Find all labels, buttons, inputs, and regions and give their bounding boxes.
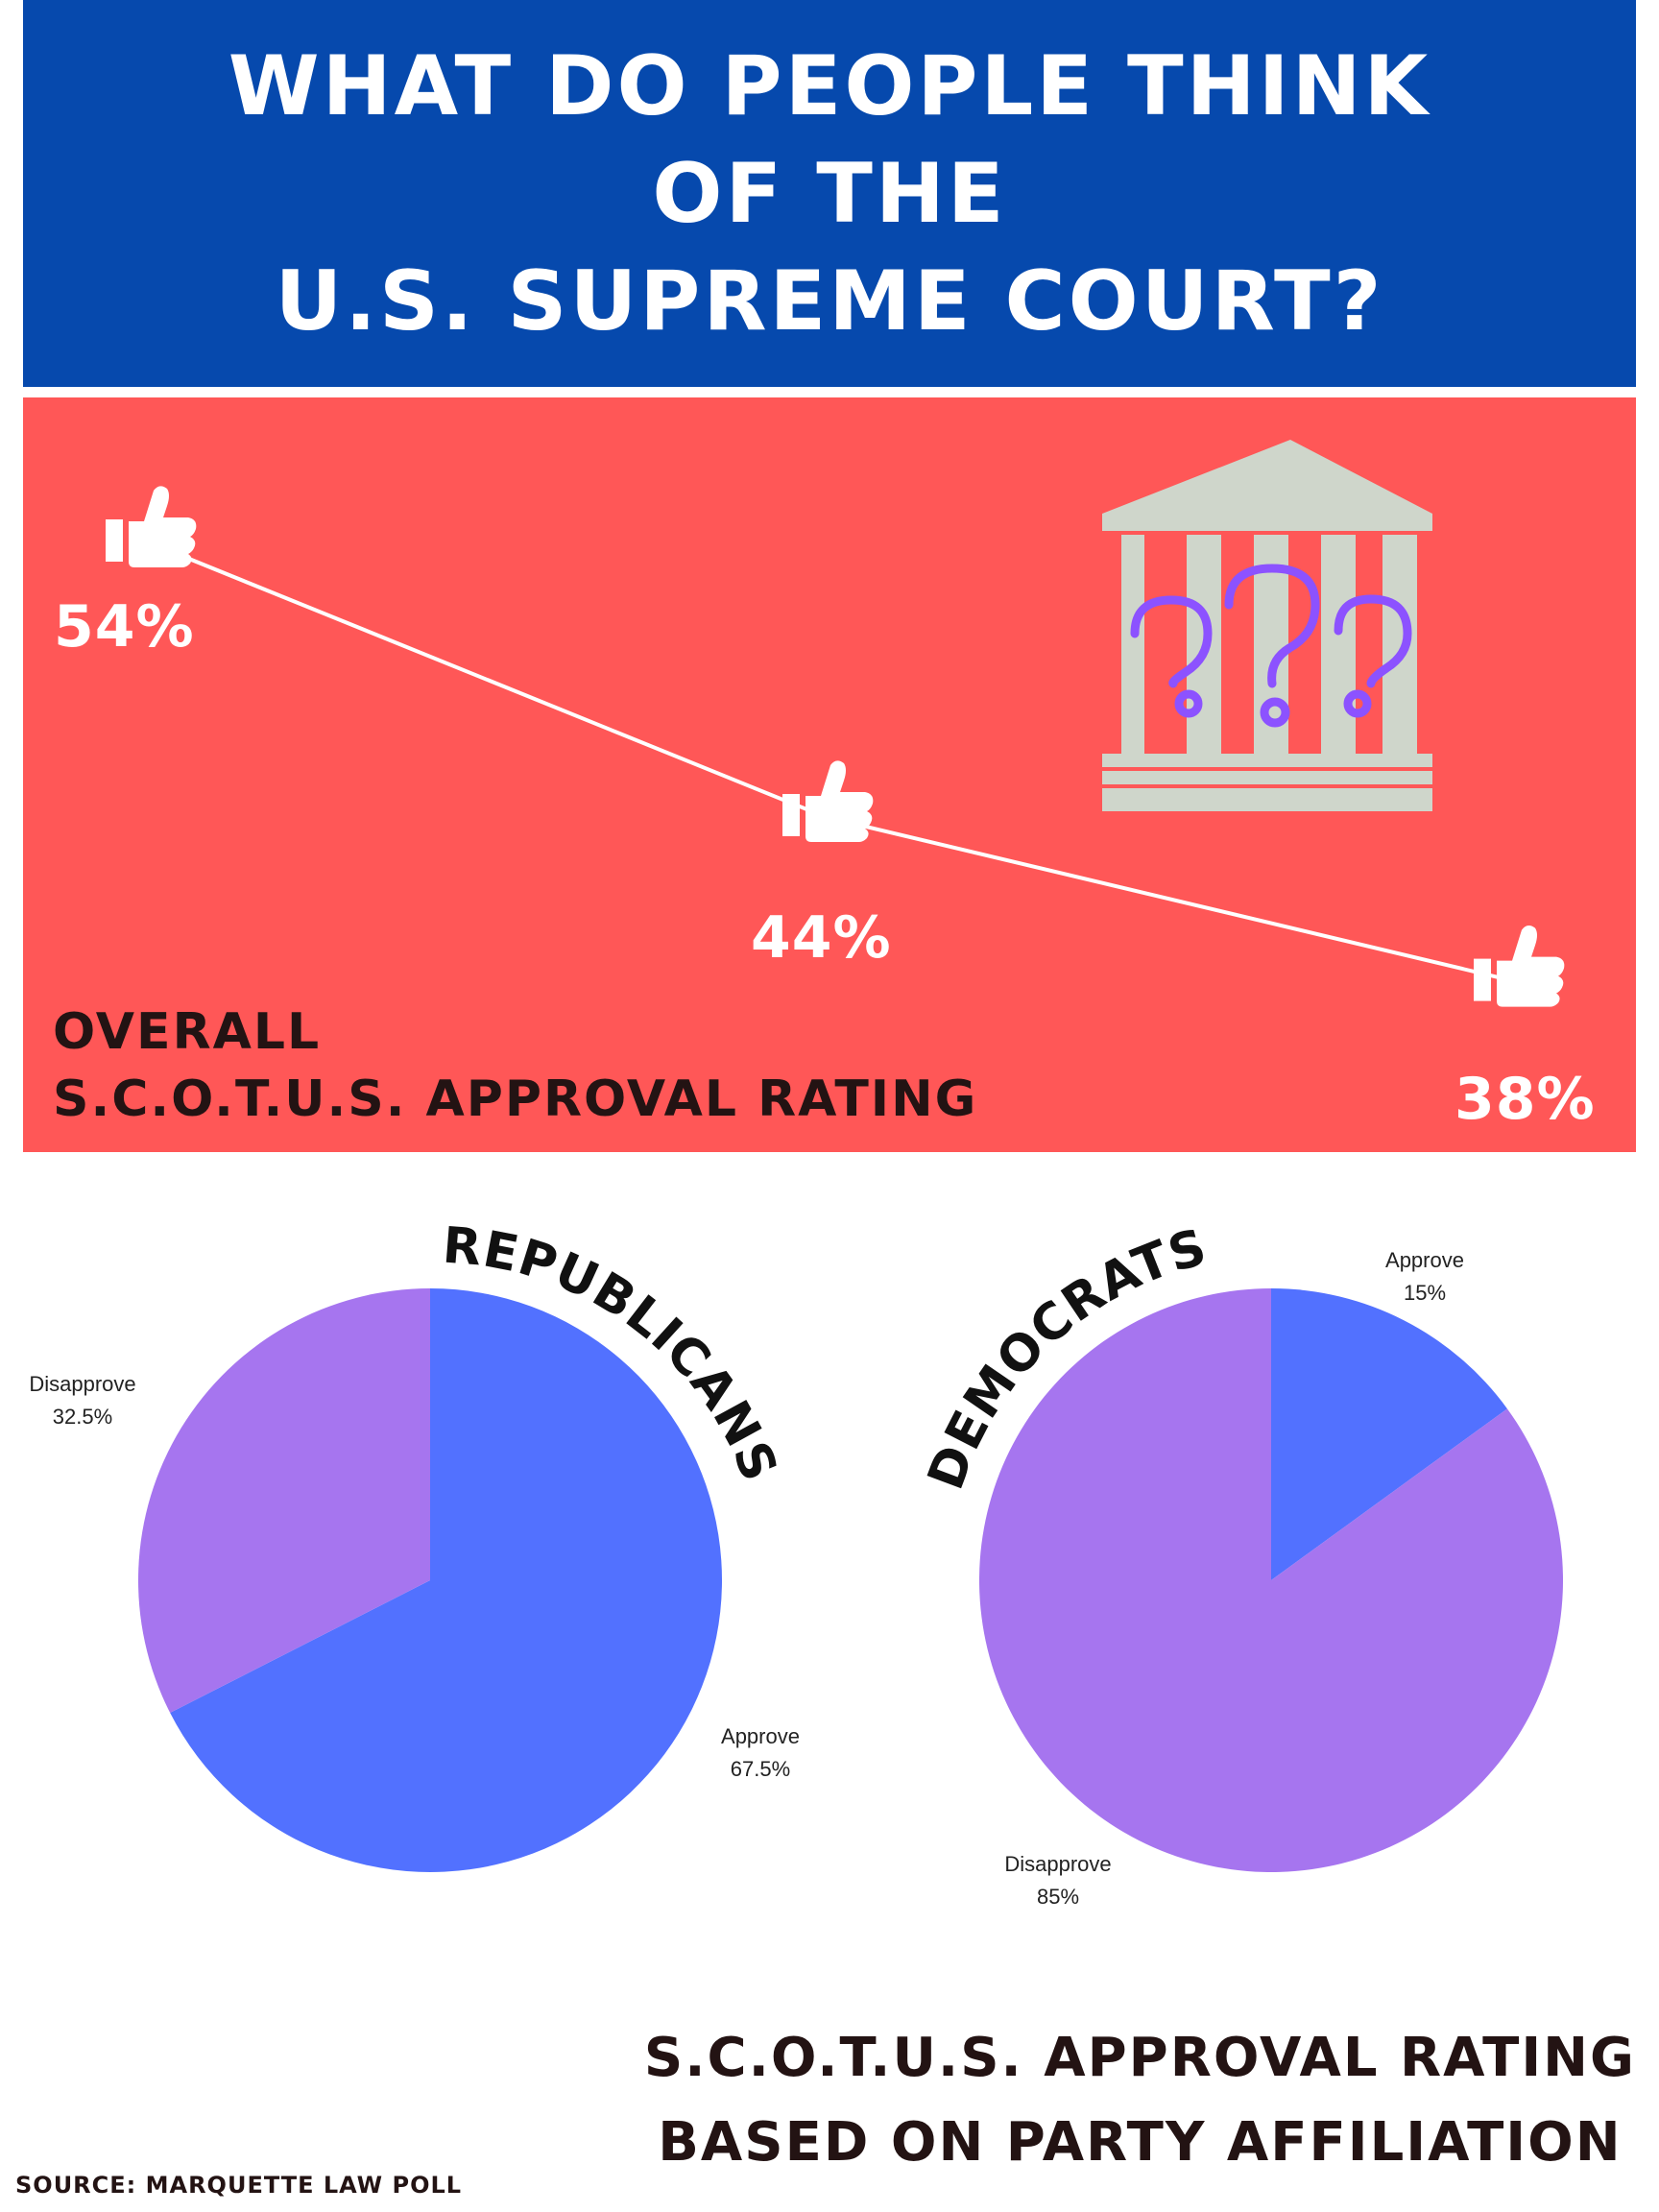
party-section-title: S.C.O.T.U.S. APPROVAL RATING BASED ON PA… bbox=[644, 2016, 1636, 2185]
rep-approve-label-value: 67.5% bbox=[730, 1757, 791, 1781]
page-title-line-3: U.S. SUPREME COURT? bbox=[275, 252, 1384, 349]
pie-slice-approve bbox=[1271, 1288, 1507, 1580]
thumbs-up-icon bbox=[1474, 926, 1565, 1007]
rep-disapprove-label-name: Disapprove bbox=[29, 1372, 136, 1396]
thumbs-up-icon bbox=[782, 760, 874, 842]
courthouse-icon bbox=[1102, 440, 1432, 811]
party-title-line-2: BASED ON PARTY AFFILIATION bbox=[658, 2111, 1623, 2174]
dem-disapprove-label-name: Disapprove bbox=[1004, 1852, 1112, 1876]
overall-title-line-1: OVERALL bbox=[53, 1003, 322, 1061]
thumbs-up-icon bbox=[106, 486, 197, 567]
page-title-line-2: OF THE bbox=[652, 145, 1007, 242]
point-label-2: 44% bbox=[751, 904, 892, 972]
pie-slice-disapprove bbox=[979, 1287, 1563, 1872]
pie-slice-approve bbox=[170, 1288, 722, 1872]
republicans-pie bbox=[138, 1288, 722, 1872]
source-note: SOURCE: MARQUETTE LAW POLL bbox=[15, 2172, 463, 2199]
dem-disapprove-label: Disapprove 85% bbox=[991, 1848, 1125, 1913]
question-mark-icon bbox=[1130, 564, 1412, 728]
dem-approve-label: Approve 15% bbox=[1358, 1244, 1492, 1310]
dem-disapprove-label-value: 85% bbox=[1036, 1885, 1080, 1909]
pie-slice-disapprove bbox=[138, 1288, 430, 1714]
rep-approve-label: Approve 67.5% bbox=[693, 1720, 828, 1786]
dem-approve-label-name: Approve bbox=[1385, 1248, 1464, 1272]
rep-disapprove-label: Disapprove 32.5% bbox=[15, 1368, 150, 1433]
rep-disapprove-label-value: 32.5% bbox=[52, 1405, 113, 1429]
title-banner: WHAT DO PEOPLE THINK OF THE U.S. SUPREME… bbox=[23, 0, 1636, 387]
point-label-3: 38% bbox=[1455, 1066, 1596, 1133]
overall-chart-title: OVERALL S.C.O.T.U.S. APPROVAL RATING bbox=[53, 998, 977, 1133]
point-label-1: 54% bbox=[54, 593, 195, 661]
page-title-line-1: WHAT DO PEOPLE THINK bbox=[228, 37, 1431, 134]
dem-approve-label-value: 15% bbox=[1403, 1281, 1447, 1305]
rep-approve-label-name: Approve bbox=[721, 1724, 800, 1748]
democrats-pie bbox=[979, 1287, 1563, 1872]
party-title-line-1: S.C.O.T.U.S. APPROVAL RATING bbox=[643, 2027, 1636, 2089]
overall-title-line-2: S.C.O.T.U.S. APPROVAL RATING bbox=[53, 1070, 978, 1128]
